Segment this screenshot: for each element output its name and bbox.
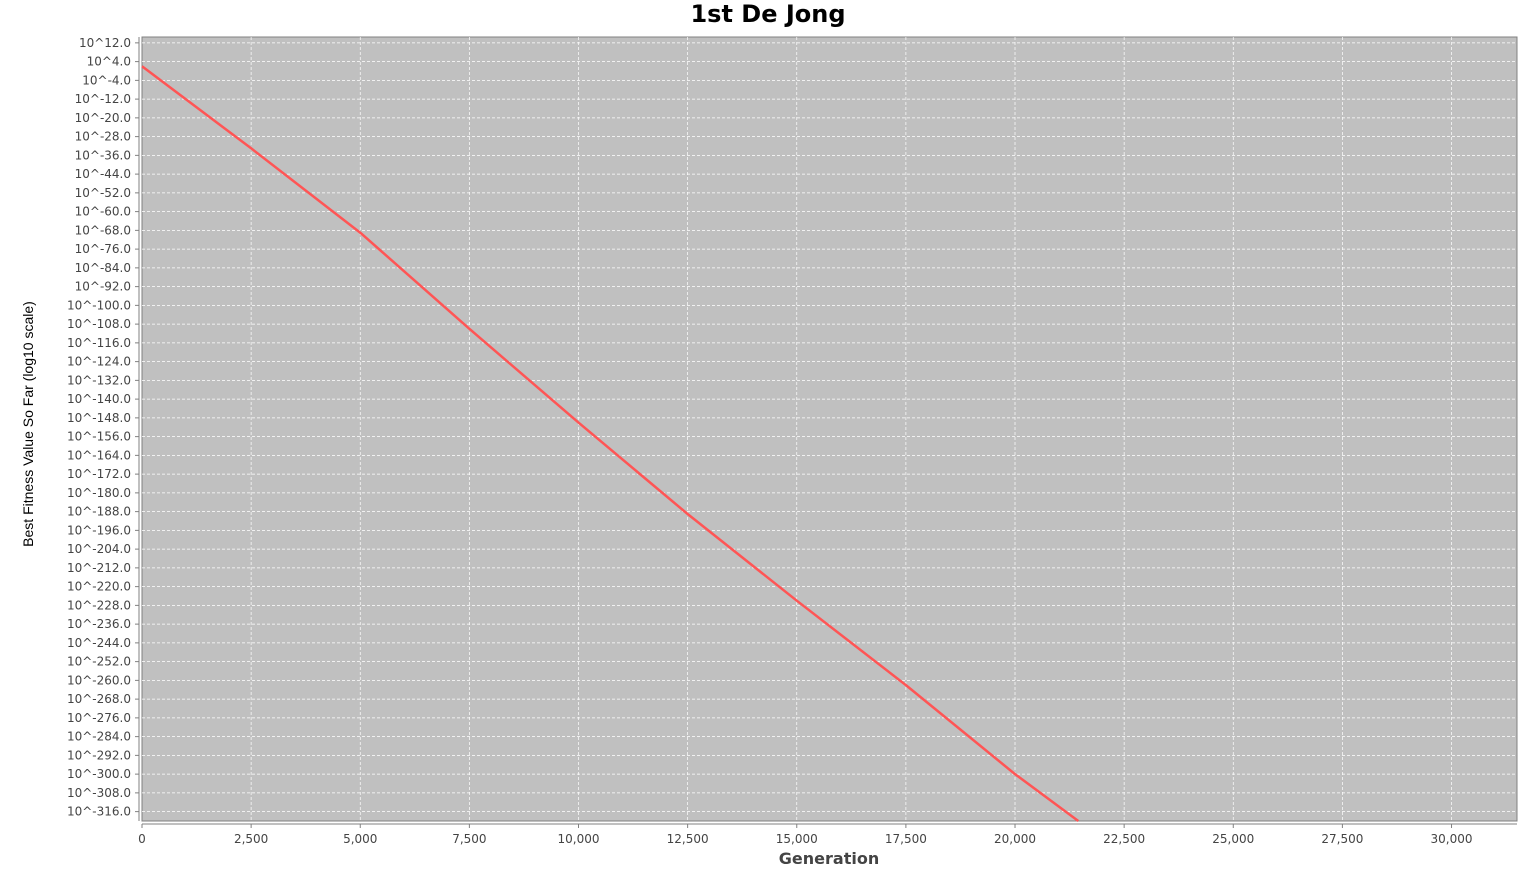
y-tick-label: 10^-268.0 xyxy=(67,692,131,706)
y-tick-label: 10^-52.0 xyxy=(75,186,131,200)
y-tick-label: 10^-124.0 xyxy=(67,355,131,369)
y-tick-label: 10^-140.0 xyxy=(67,392,131,406)
x-tick-label: 12,500 xyxy=(667,832,709,846)
y-tick-label: 10^-308.0 xyxy=(67,786,131,800)
x-tick-label: 15,000 xyxy=(776,832,818,846)
x-tick-label: 20,000 xyxy=(994,832,1036,846)
y-tick-label: 10^-236.0 xyxy=(67,617,131,631)
y-tick-label: 10^-156.0 xyxy=(67,430,131,444)
y-tick-label: 10^-68.0 xyxy=(75,223,131,237)
y-tick-label: 10^-132.0 xyxy=(67,373,131,387)
y-tick-label: 10^-204.0 xyxy=(67,542,131,556)
x-tick-label: 10,000 xyxy=(558,832,600,846)
y-axis-ticks: 10^12.0 10^4.0 10^-4.0 10^-12.0 10^-20.0 10^-… xyxy=(67,36,139,819)
y-tick-label: 10^-164.0 xyxy=(67,448,131,462)
x-tick-label: 25,000 xyxy=(1212,832,1254,846)
y-tick-label: 10^-260.0 xyxy=(67,673,131,687)
y-tick-label: 10^-36.0 xyxy=(75,148,131,162)
x-tick-label: 5,000 xyxy=(343,832,377,846)
x-axis-ticks: 0 2,500 5,000 7,500 10,000 12,500 15,000 17,500… xyxy=(138,824,1473,846)
x-tick-label: 7,500 xyxy=(452,832,486,846)
y-tick-label: 10^-188.0 xyxy=(67,505,131,519)
y-tick-label: 10^-172.0 xyxy=(67,467,131,481)
y-tick-label: 10^-60.0 xyxy=(75,205,131,219)
y-tick-label: 10^-220.0 xyxy=(67,580,131,594)
y-tick-label: 10^-44.0 xyxy=(75,167,131,181)
y-tick-label: 10^-20.0 xyxy=(75,111,131,125)
y-tick-label: 10^-196.0 xyxy=(67,523,131,537)
y-tick-label: 10^-12.0 xyxy=(75,92,131,106)
y-tick-label: 10^-100.0 xyxy=(67,298,131,312)
y-tick-label: 10^-244.0 xyxy=(67,636,131,650)
y-tick-label: 10^12.0 xyxy=(79,36,131,50)
x-tick-label: 17,500 xyxy=(885,832,927,846)
x-tick-label: 2,500 xyxy=(234,832,268,846)
y-tick-label: 10^-252.0 xyxy=(67,655,131,669)
y-tick-label: 10^-92.0 xyxy=(75,280,131,294)
y-tick-label: 10^-148.0 xyxy=(67,411,131,425)
x-tick-label: 22,500 xyxy=(1103,832,1145,846)
series-layer xyxy=(141,65,1080,823)
y-axis-label: Best Fitness Value So Far (log10 scale) xyxy=(20,301,36,547)
y-tick-label: 10^-300.0 xyxy=(67,767,131,781)
y-tick-label: 10^-28.0 xyxy=(75,130,131,144)
x-axis-label: Generation xyxy=(779,849,879,868)
y-tick-label: 10^4.0 xyxy=(87,55,131,69)
plot-area xyxy=(141,36,1518,822)
y-tick-label: 10^-276.0 xyxy=(67,711,131,725)
y-tick-label: 10^-76.0 xyxy=(75,242,131,256)
series-line xyxy=(141,65,1080,823)
y-tick-label: 10^-228.0 xyxy=(67,598,131,612)
x-tick-label: 27,500 xyxy=(1321,832,1363,846)
y-tick-label: 10^-316.0 xyxy=(67,805,131,819)
y-tick-label: 10^-212.0 xyxy=(67,561,131,575)
y-tick-label: 10^-292.0 xyxy=(67,748,131,762)
x-tick-label: 30,000 xyxy=(1431,832,1473,846)
chart-title: 1st De Jong xyxy=(690,0,845,28)
y-tick-label: 10^-84.0 xyxy=(75,261,131,275)
y-tick-label: 10^-4.0 xyxy=(82,73,131,87)
y-tick-label: 10^-180.0 xyxy=(67,486,131,500)
x-tick-label: 0 xyxy=(138,832,146,846)
y-tick-label: 10^-108.0 xyxy=(67,317,131,331)
grid-lines xyxy=(142,37,1517,821)
y-tick-label: 10^-284.0 xyxy=(67,730,131,744)
y-tick-label: 10^-116.0 xyxy=(67,336,131,350)
